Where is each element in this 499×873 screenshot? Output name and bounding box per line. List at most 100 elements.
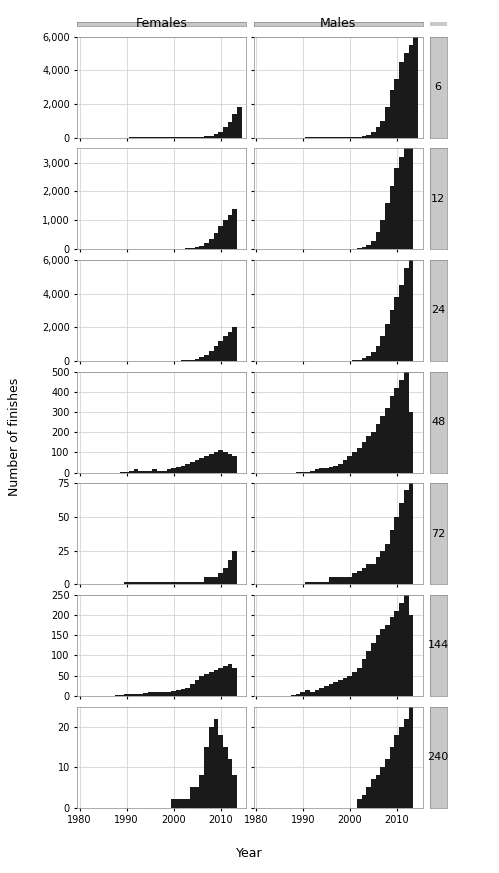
Bar: [214, 134, 218, 138]
Bar: [394, 79, 399, 138]
Text: 240: 240: [428, 752, 449, 762]
Bar: [228, 333, 233, 361]
Bar: [195, 359, 200, 361]
Bar: [385, 203, 390, 249]
Bar: [390, 617, 394, 696]
Bar: [404, 595, 409, 696]
Bar: [385, 759, 390, 808]
Bar: [371, 564, 376, 584]
Bar: [134, 470, 138, 472]
Bar: [218, 668, 223, 696]
Bar: [214, 718, 218, 808]
Bar: [195, 787, 200, 808]
Bar: [338, 680, 343, 696]
Bar: [129, 581, 134, 584]
Bar: [176, 800, 181, 808]
Bar: [148, 691, 153, 696]
Bar: [380, 335, 385, 361]
Bar: [223, 665, 228, 696]
Bar: [329, 684, 333, 696]
Bar: [195, 460, 200, 472]
Bar: [394, 168, 399, 249]
Bar: [380, 629, 385, 696]
Bar: [171, 581, 176, 584]
Bar: [305, 690, 310, 696]
Bar: [129, 471, 134, 472]
Bar: [376, 775, 380, 808]
Bar: [376, 127, 380, 138]
Bar: [233, 551, 237, 584]
Bar: [143, 471, 148, 472]
Bar: [314, 690, 319, 696]
Bar: [409, 706, 413, 808]
Bar: [399, 62, 404, 138]
Bar: [200, 676, 204, 696]
Bar: [362, 358, 366, 361]
Bar: [380, 551, 385, 584]
Bar: [390, 186, 394, 249]
Bar: [314, 581, 319, 584]
Bar: [223, 452, 228, 472]
Bar: [181, 581, 185, 584]
Bar: [129, 694, 134, 696]
Bar: [371, 780, 376, 808]
Bar: [404, 372, 409, 472]
Bar: [190, 248, 195, 249]
Bar: [148, 581, 153, 584]
Bar: [385, 625, 390, 696]
Bar: [310, 471, 314, 472]
Bar: [347, 676, 352, 696]
Bar: [171, 800, 176, 808]
Bar: [324, 686, 329, 696]
Bar: [176, 581, 181, 584]
Bar: [333, 682, 338, 696]
Bar: [366, 564, 371, 584]
Bar: [310, 581, 314, 584]
Bar: [390, 530, 394, 584]
Bar: [362, 136, 366, 138]
Bar: [319, 469, 324, 472]
Bar: [376, 557, 380, 584]
Bar: [310, 691, 314, 696]
Bar: [223, 127, 228, 138]
Bar: [357, 800, 362, 808]
Bar: [390, 395, 394, 472]
Bar: [233, 327, 237, 361]
Bar: [394, 297, 399, 361]
Bar: [409, 477, 413, 584]
Bar: [204, 674, 209, 696]
Bar: [376, 232, 380, 249]
Bar: [343, 577, 347, 584]
Bar: [190, 684, 195, 696]
Bar: [371, 353, 376, 361]
Bar: [371, 133, 376, 138]
Bar: [338, 577, 343, 584]
Bar: [394, 611, 399, 696]
Bar: [371, 643, 376, 696]
Bar: [394, 517, 399, 584]
Bar: [190, 581, 195, 584]
Bar: [404, 490, 409, 584]
Bar: [209, 726, 214, 808]
Bar: [167, 470, 171, 472]
Bar: [380, 220, 385, 249]
Bar: [404, 268, 409, 361]
Text: Females: Females: [136, 17, 188, 31]
Bar: [371, 432, 376, 472]
Bar: [362, 659, 366, 696]
Bar: [390, 91, 394, 138]
Bar: [185, 688, 190, 696]
Bar: [404, 718, 409, 808]
Bar: [237, 107, 242, 138]
Bar: [171, 691, 176, 696]
Bar: [233, 775, 237, 808]
Bar: [366, 135, 371, 138]
Bar: [124, 694, 129, 696]
Bar: [214, 233, 218, 249]
Bar: [204, 136, 209, 138]
Bar: [190, 360, 195, 361]
Bar: [385, 107, 390, 138]
Bar: [380, 120, 385, 138]
Bar: [352, 671, 357, 696]
Bar: [376, 346, 380, 361]
